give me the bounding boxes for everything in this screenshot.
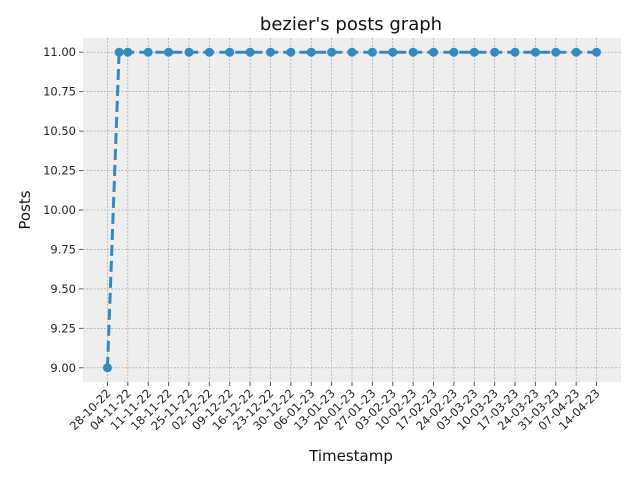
data-point xyxy=(327,47,337,57)
data-point xyxy=(469,47,479,57)
data-point xyxy=(592,47,602,57)
data-point xyxy=(551,47,561,57)
data-point xyxy=(490,47,500,57)
data-point xyxy=(530,47,540,57)
data-point xyxy=(204,47,214,57)
y-tick-label: 10.75 xyxy=(43,85,76,99)
data-point xyxy=(388,47,398,57)
y-axis-title: Posts xyxy=(16,190,34,229)
x-axis-title: Timestamp xyxy=(308,447,393,465)
y-tick-label: 10.00 xyxy=(43,203,76,217)
data-point xyxy=(245,47,255,57)
data-point xyxy=(164,47,174,57)
y-tick-label: 9.25 xyxy=(50,321,76,335)
data-point xyxy=(429,47,439,57)
y-tick-label: 9.00 xyxy=(50,361,76,375)
data-point xyxy=(184,47,194,57)
series-group xyxy=(102,47,602,373)
y-tick-label: 11.00 xyxy=(43,45,76,59)
data-point xyxy=(347,47,357,57)
data-point xyxy=(571,47,581,57)
data-point xyxy=(225,47,235,57)
data-point xyxy=(286,47,296,57)
y-axis-ticks: 9.00 9.25 9.50 9.75 10.00 10.25 10.50 10.75 11.0… xyxy=(43,45,83,375)
data-point xyxy=(102,363,112,373)
y-tick-label: 10.50 xyxy=(43,124,76,138)
y-tick-label: 10.25 xyxy=(43,164,76,178)
y-tick-label: 9.75 xyxy=(50,242,76,256)
data-point xyxy=(306,47,316,57)
grid-lines xyxy=(83,38,621,382)
x-axis-ticks: 28-10-2204-11-2211-11-2218-11-2225-11-22… xyxy=(67,382,603,433)
y-tick-label: 9.50 xyxy=(50,282,76,296)
data-point xyxy=(265,47,275,57)
data-point xyxy=(123,47,133,57)
data-point xyxy=(449,47,459,57)
data-point xyxy=(114,47,124,57)
data-point xyxy=(510,47,520,57)
chart-title: bezier's posts graph xyxy=(260,14,442,35)
data-point xyxy=(143,47,153,57)
data-point xyxy=(367,47,377,57)
data-point xyxy=(408,47,418,57)
